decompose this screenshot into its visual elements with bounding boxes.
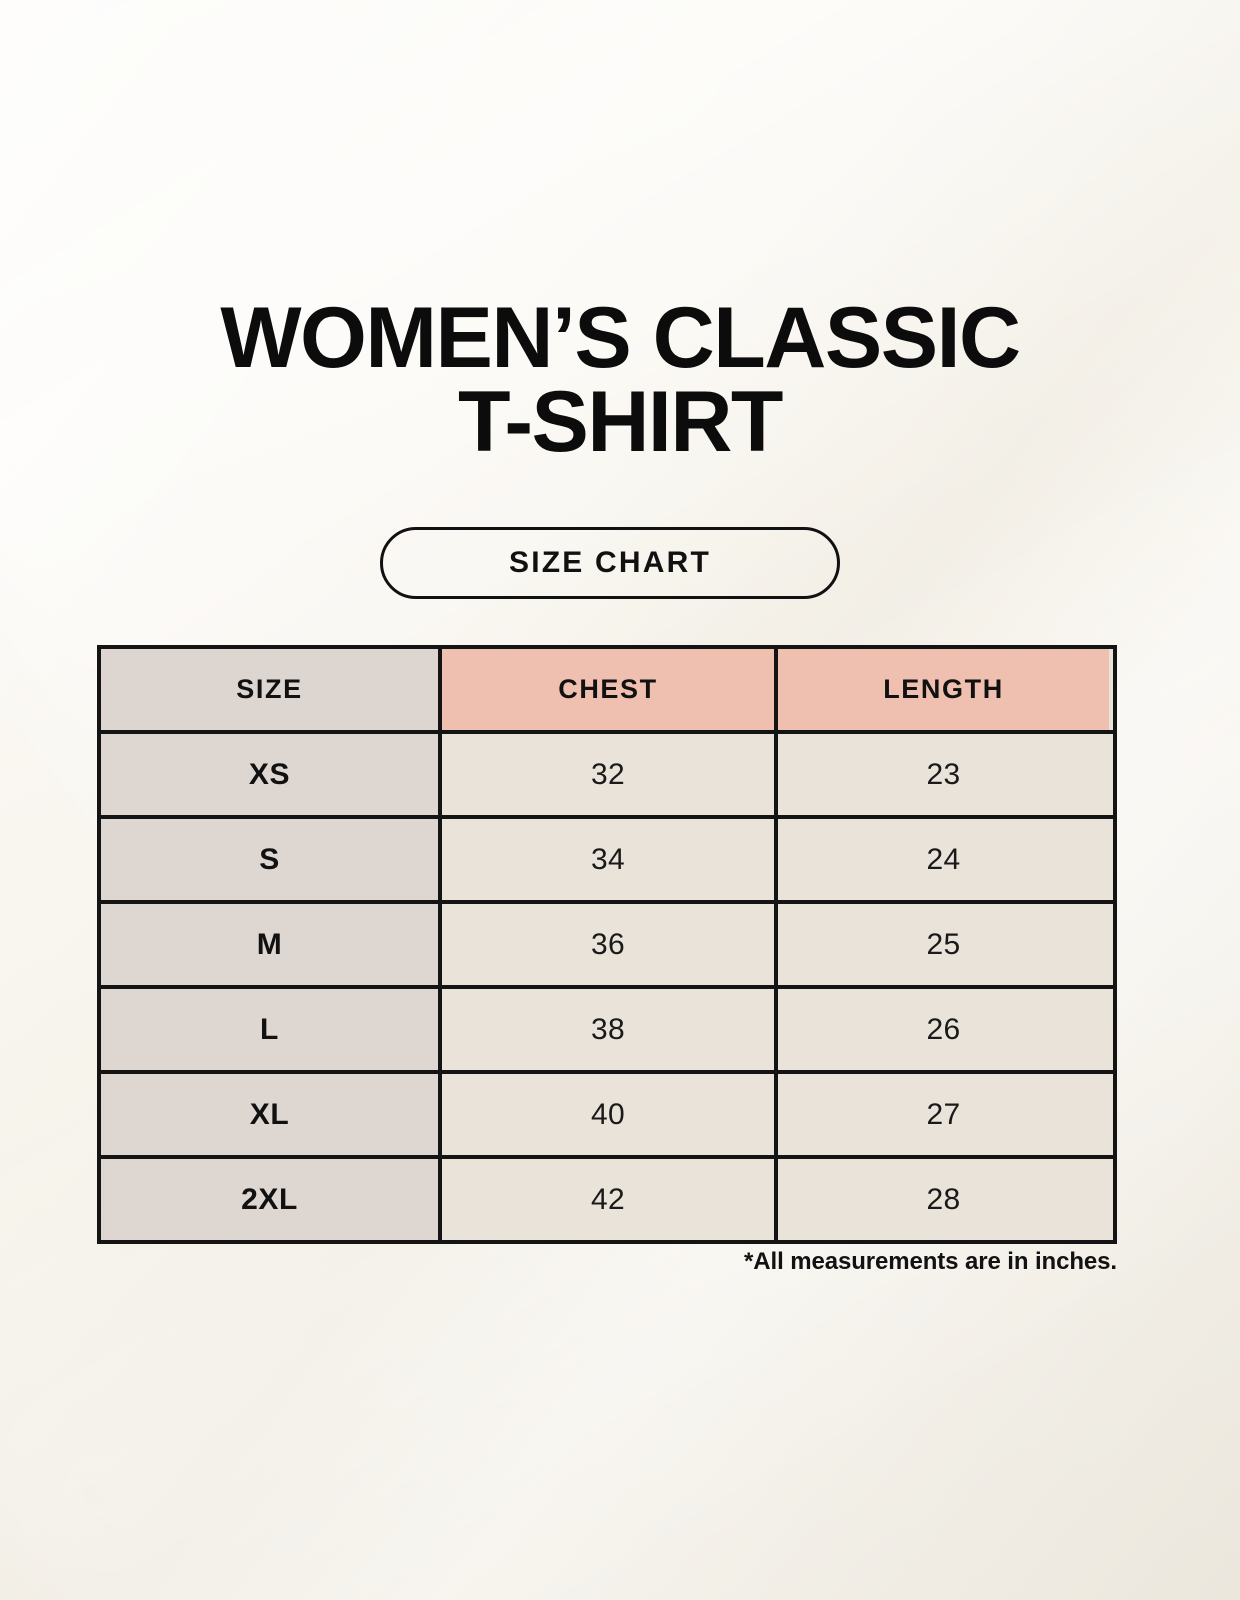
cell-chest: 42	[438, 1159, 774, 1240]
cell-size: XS	[101, 734, 438, 815]
cell-length: 23	[774, 734, 1109, 815]
table-header-row: SIZE CHEST LENGTH	[101, 649, 1113, 730]
cell-length: 24	[774, 819, 1109, 900]
page-title: WOMEN’S CLASSIC T-SHIRT	[220, 290, 1021, 471]
size-value: XL	[249, 1097, 290, 1131]
cell-size: S	[101, 819, 438, 900]
chest-value: 42	[591, 1182, 625, 1216]
cell-chest: 32	[438, 734, 774, 815]
chest-value: 32	[591, 757, 625, 791]
size-chart-badge: SIZE CHART	[380, 527, 840, 599]
length-value: 27	[926, 1097, 961, 1131]
table-row: M 36 25	[101, 900, 1113, 985]
header-label-size: SIZE	[236, 674, 303, 704]
table-row: XS 32 23	[101, 730, 1113, 815]
cell-chest: 34	[438, 819, 774, 900]
size-value: M	[256, 927, 283, 961]
cell-length: 27	[774, 1074, 1109, 1155]
length-value: 28	[926, 1182, 961, 1216]
length-value: 23	[926, 757, 961, 791]
table-header-cell-chest: CHEST	[438, 649, 774, 730]
cell-length: 26	[774, 989, 1109, 1070]
cell-chest: 38	[438, 989, 774, 1070]
chest-value: 40	[591, 1097, 625, 1131]
table-row: XL 40 27	[101, 1070, 1113, 1155]
table-row: L 38 26	[101, 985, 1113, 1070]
chest-value: 34	[591, 842, 625, 876]
length-value: 24	[926, 842, 961, 876]
cell-chest: 40	[438, 1074, 774, 1155]
cell-chest: 36	[438, 904, 774, 985]
size-chart-badge-label: SIZE CHART	[509, 546, 711, 579]
size-value: L	[260, 1012, 279, 1046]
length-value: 26	[926, 1012, 961, 1046]
cell-size: M	[101, 904, 438, 985]
cell-size: 2XL	[101, 1159, 438, 1240]
table-row: 2XL 42 28	[101, 1155, 1113, 1240]
header-label-length: LENGTH	[883, 674, 1004, 704]
size-value: XS	[248, 757, 291, 791]
table-row: S 34 24	[101, 815, 1113, 900]
table-header-cell-size: SIZE	[101, 649, 438, 730]
chest-value: 38	[591, 1012, 625, 1046]
length-value: 25	[926, 927, 961, 961]
chest-value: 36	[591, 927, 625, 961]
measurement-unit-note: *All measurements are in inches.	[744, 1248, 1117, 1275]
cell-size: XL	[101, 1074, 438, 1155]
cell-length: 28	[774, 1159, 1109, 1240]
cell-length: 25	[774, 904, 1109, 985]
cell-size: L	[101, 989, 438, 1070]
header-label-chest: CHEST	[558, 674, 658, 704]
size-chart-table: SIZE CHEST LENGTH XS 32 23 S	[97, 645, 1117, 1244]
size-value: S	[259, 842, 280, 876]
size-value: 2XL	[241, 1182, 298, 1216]
table-header-cell-length: LENGTH	[774, 649, 1109, 730]
